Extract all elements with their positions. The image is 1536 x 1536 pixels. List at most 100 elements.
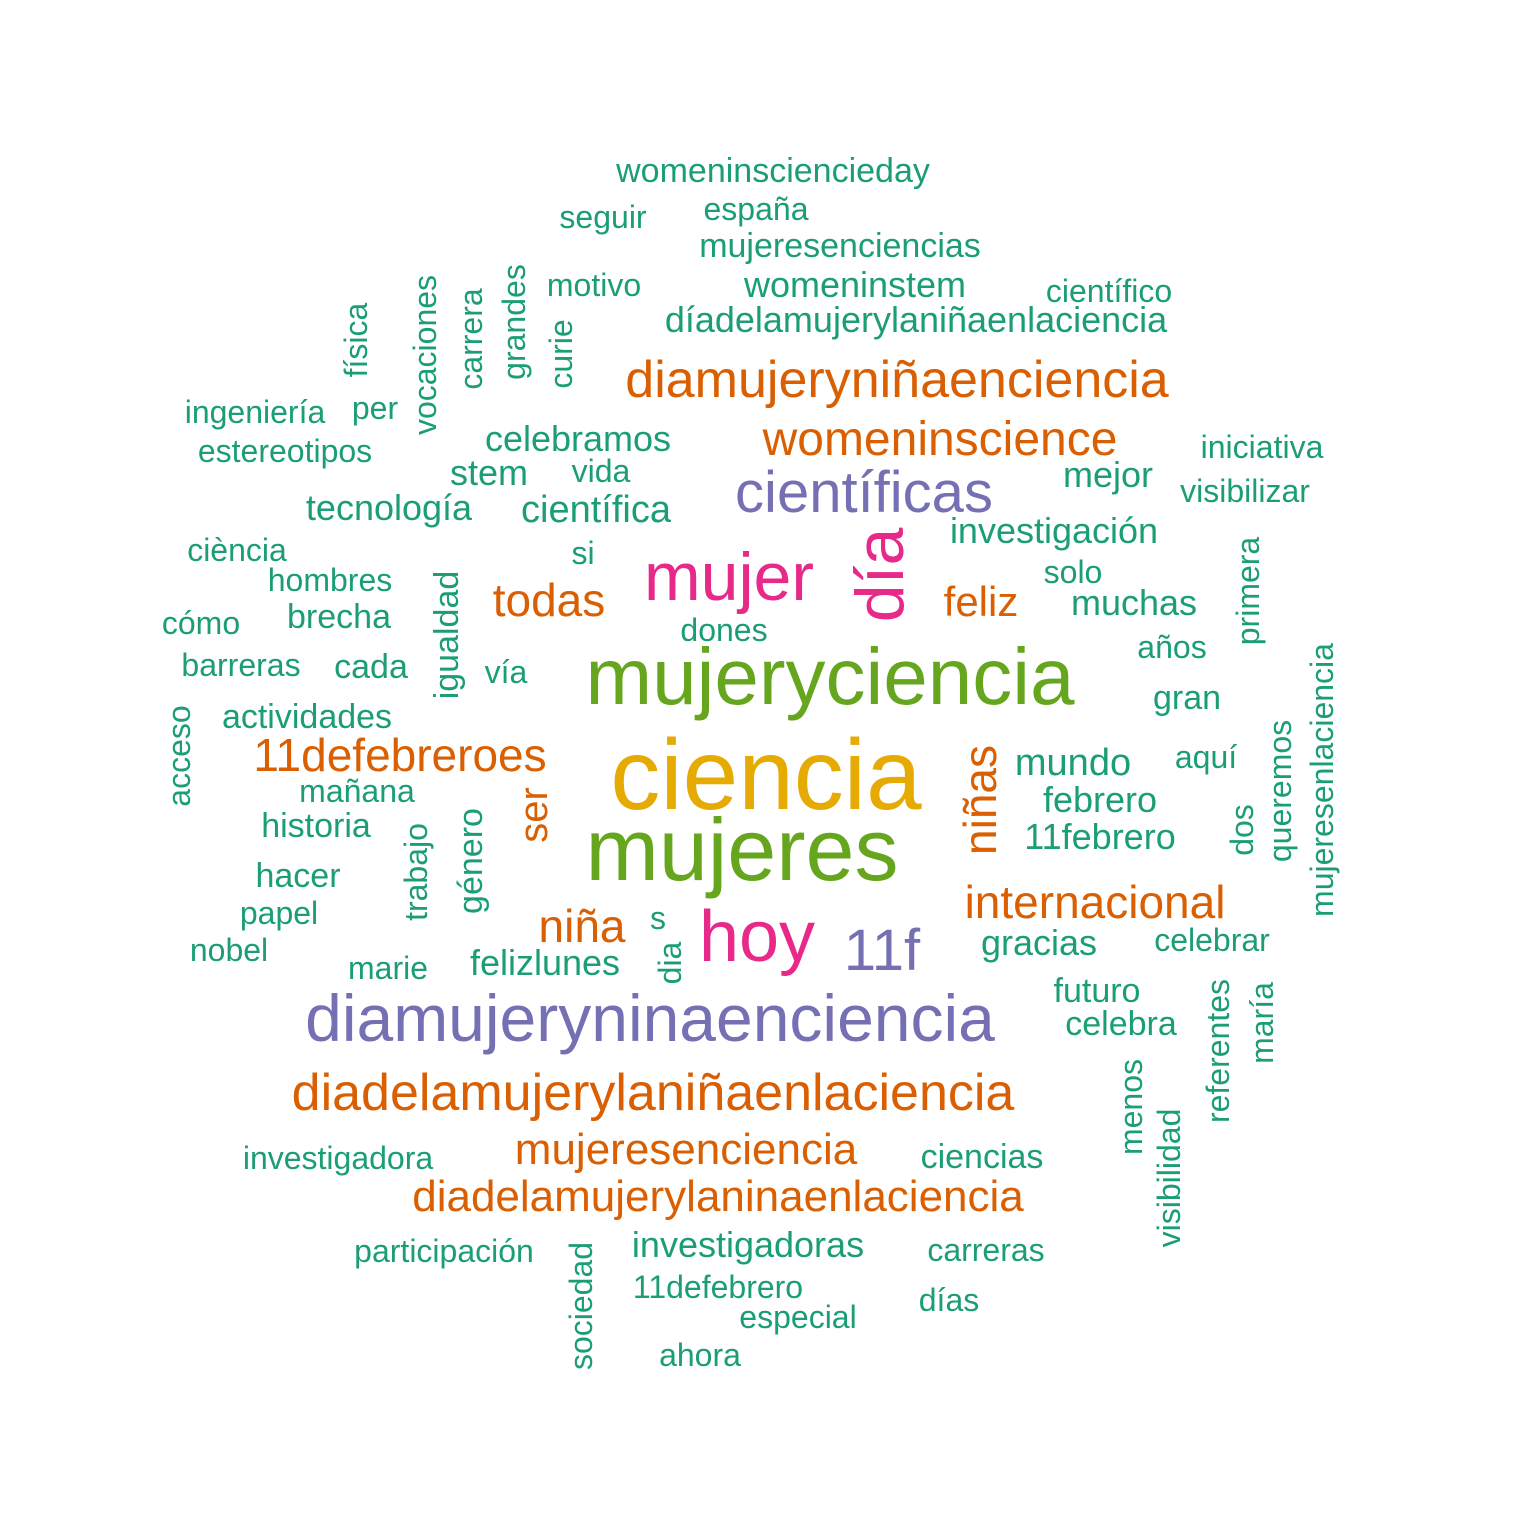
word-cloud-term: científicas [735, 460, 993, 525]
word-cloud-term: científico [1045, 273, 1173, 309]
word-cloud-term: muchas [1070, 582, 1198, 623]
word-cloud-term: womeninstem [743, 264, 967, 305]
word-cloud-term: dones [680, 612, 768, 648]
word-cloud-term: dia [652, 941, 688, 985]
word-cloud-term: 11febrero [1024, 816, 1176, 857]
word-cloud-term: ingeniería [184, 394, 326, 430]
word-cloud-term: especial [739, 1299, 857, 1335]
word-cloud-term: 11defebrero [632, 1269, 804, 1305]
word-cloud-term: hombres [267, 562, 393, 598]
word-cloud-term: curie [543, 319, 579, 389]
word-cloud-term: gran [1152, 679, 1222, 717]
word-cloud-term: barreras [181, 647, 301, 683]
word-cloud-term: hacer [255, 857, 341, 895]
word-cloud-term: seguir [559, 199, 647, 235]
word-cloud-term: acceso [161, 705, 197, 807]
word-cloud-term: años [1137, 629, 1207, 665]
word-cloud-term: investigadoras [631, 1224, 865, 1265]
word-cloud-term: ahora [659, 1337, 741, 1373]
word-cloud-term: todas [492, 574, 606, 626]
word-cloud-term: cada [334, 648, 408, 686]
word-cloud-term: participación [354, 1233, 534, 1269]
word-cloud-term: celebramos [484, 418, 672, 459]
word-cloud-term: día [842, 527, 918, 623]
word-cloud-term: científica [521, 489, 671, 531]
word-cloud-term: historia [261, 807, 371, 845]
word-cloud-term: marie [347, 950, 429, 986]
word-cloud-term: febrero [1042, 779, 1158, 820]
word-cloud-term: niña [538, 900, 626, 952]
word-cloud-term: vida [571, 453, 631, 489]
word-cloud-term: díadelamujerylaniñaenlaciencia [664, 299, 1168, 340]
word-cloud-term: sociedad [563, 1241, 599, 1371]
word-cloud-term: mujeresenciencias [699, 227, 981, 265]
word-cloud-term: nobel [189, 932, 269, 968]
word-cloud-term: mañana [299, 773, 415, 809]
word-cloud-term: cómo [161, 605, 241, 641]
word-cloud-term: mujeres [585, 800, 899, 899]
word-cloud-term: per [351, 390, 399, 426]
word-cloud-term: estereotipos [197, 433, 373, 469]
word-cloud-term: vía [484, 654, 528, 690]
word-cloud-term: ciència [187, 532, 287, 568]
word-cloud-term: carreras [927, 1232, 1045, 1268]
word-cloud-term: diamujeryninaenciencia [305, 981, 995, 1055]
word-cloud-term: género [452, 808, 490, 914]
word-cloud-term: diadelamujerylaninaenlaciencia [412, 1172, 1024, 1221]
word-cloud-term: queremos [1262, 719, 1298, 863]
word-cloud-term: españa [703, 191, 809, 227]
word-cloud-term: s [650, 900, 666, 936]
word-cloud-term: motivo [546, 267, 642, 303]
word-cloud-term: ciencias [920, 1138, 1044, 1176]
word-cloud-term: mejor [1062, 454, 1154, 495]
word-cloud-term: menos [1113, 1058, 1149, 1156]
word-cloud-term: física [338, 302, 374, 378]
word-cloud-term: celebra [1065, 1005, 1177, 1043]
word-cloud-term: diadelamujerylaniñaenlaciencia [291, 1064, 1015, 1122]
word-cloud-term: solo [1043, 554, 1103, 590]
word-cloud-term: vocaciones [407, 274, 443, 436]
word-cloud-term: mujeresenciencia [514, 1125, 858, 1174]
word-cloud-term: mujeresenlaciencia [1304, 643, 1340, 917]
word-cloud-term: referentes [1200, 978, 1236, 1124]
word-cloud-term: celebrar [1154, 922, 1270, 958]
word-cloud-term: gracias [980, 922, 1098, 963]
word-cloud-term: 11f [843, 918, 921, 983]
word-cloud-term: womeninsciencieday [616, 152, 930, 190]
word-cloud-term: visibilizar [1180, 473, 1310, 509]
word-cloud-term: iniciativa [1200, 429, 1324, 465]
word-cloud-term: internacional [964, 876, 1226, 928]
word-cloud-term: visibilidad [1151, 1108, 1187, 1248]
word-cloud-term: si [571, 535, 595, 571]
word-cloud-term: hoy [698, 897, 816, 977]
word-cloud-term: mujeryciencia [585, 632, 1075, 721]
word-cloud-term: trabajo [398, 823, 434, 921]
word-cloud-term: mundo [1014, 742, 1132, 784]
word-cloud-term: stem [449, 452, 529, 493]
word-cloud-term: grandes [496, 264, 532, 380]
word-cloud-term: mujer [643, 539, 815, 615]
word-cloud-term: womeninscience [762, 413, 1118, 466]
word-cloud-term: maría [1244, 982, 1280, 1064]
word-cloud-term: felizlunes [469, 942, 621, 983]
word-cloud-term: igualdad [428, 570, 466, 700]
word-cloud-term: carrera [453, 288, 489, 390]
word-cloud-term: días [918, 1282, 980, 1318]
word-cloud-term: diamujeryniñaenciencia [625, 351, 1169, 409]
word-cloud-term: ser [512, 787, 556, 843]
word-cloud-term: niñas [954, 745, 1006, 855]
word-cloud-term: brecha [287, 598, 391, 636]
word-cloud-term: aquí [1174, 739, 1238, 775]
word-cloud-term: actividades [221, 698, 393, 736]
word-cloud-term: primera [1230, 536, 1266, 646]
word-cloud-term: investigadora [242, 1140, 434, 1176]
word-cloud-term: investigación [949, 510, 1159, 551]
word-cloud-term: tecnología [305, 487, 473, 528]
word-cloud-term: papel [239, 895, 319, 931]
word-cloud-term: futuro [1053, 972, 1141, 1010]
word-cloud-term: ciencia [610, 719, 922, 831]
word-cloud-term: dos [1224, 804, 1260, 856]
word-cloud-term: feliz [943, 578, 1019, 625]
word-cloud-term: 11defebreroes [253, 729, 547, 781]
